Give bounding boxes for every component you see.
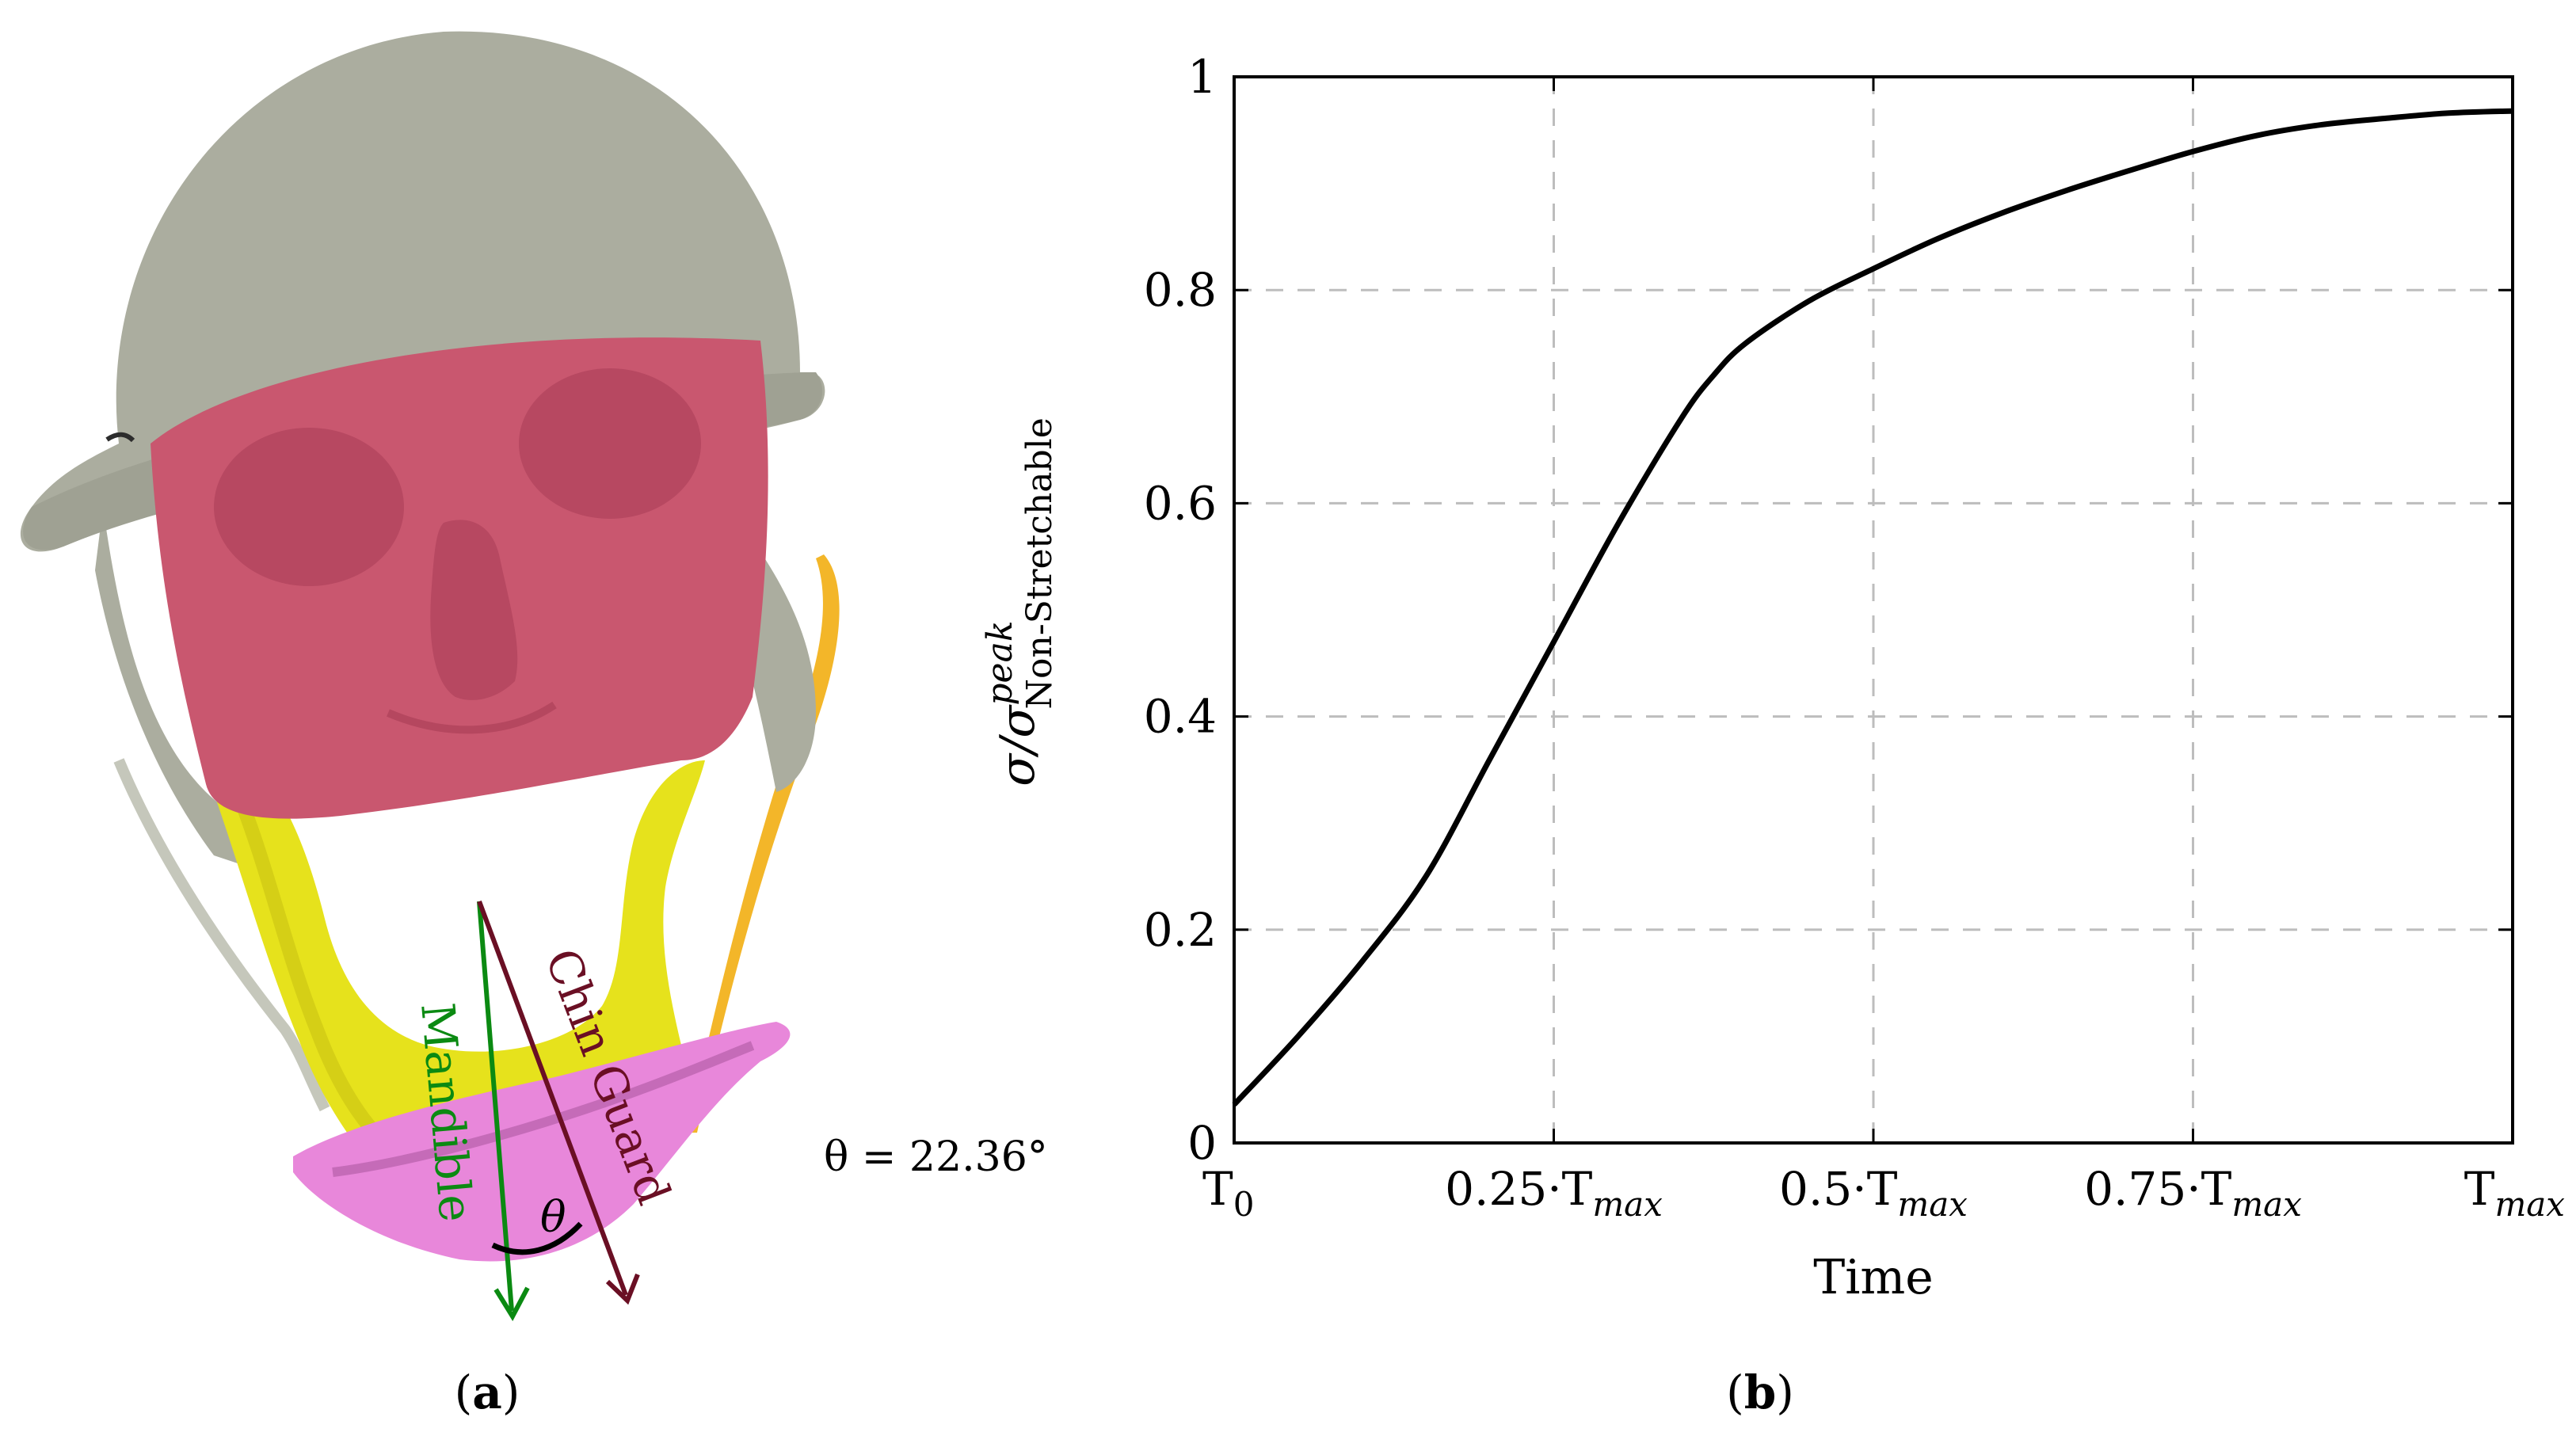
helmet-left-strap xyxy=(113,758,330,1112)
plot-frame xyxy=(1233,75,2514,1145)
panel-a-label-close: ) xyxy=(502,1366,520,1419)
y-tick-label: 0.2 xyxy=(1144,903,1217,957)
angle-arc xyxy=(491,1221,583,1255)
x-tick-label: 0.75·Tmax xyxy=(2084,1162,2302,1224)
panel-a-label-letter: a xyxy=(472,1366,502,1419)
panel-b-chart: 0 0.2 0.4 0.6 0.8 1 T0 0.25·Tmax 0.5·Tmax 0.75·T… xyxy=(980,50,2565,1419)
y-axis-label-sub: Non-Stretchable xyxy=(1019,417,1060,709)
angle-equation: θ = 22.36° xyxy=(824,1133,1048,1181)
side-strap xyxy=(688,554,840,1133)
theta-symbol: θ xyxy=(540,1192,566,1242)
panel-b-label: (b) xyxy=(1726,1366,1794,1419)
panel-b-label-close: ) xyxy=(1776,1366,1794,1419)
panel-b-label-letter: b xyxy=(1744,1366,1777,1419)
chin-guard-inner xyxy=(332,1041,755,1177)
panel-a-illustration: Mandible Chin Guard θ θ = 22.36° (a) xyxy=(20,31,1048,1419)
y-axis-label: σ/σpeakNon-Stretchable xyxy=(980,417,1060,787)
x-tick-labels: T0 0.25·Tmax 0.5·Tmax 0.75·Tmax Tmax xyxy=(1202,1162,2565,1224)
panel-a-label: (a) xyxy=(455,1366,520,1419)
y-tick-label: 0.6 xyxy=(1144,476,1217,530)
panel-b-label-open: ( xyxy=(1726,1366,1744,1419)
y-tick-label: 1 xyxy=(1187,50,1217,104)
x-tick-label: Tmax xyxy=(2464,1162,2566,1224)
x-tick-label: T0 xyxy=(1202,1162,1254,1224)
y-tick-label: 0.4 xyxy=(1144,690,1217,744)
mandible-arrowhead xyxy=(493,1286,530,1322)
x-tick-label: 0.25·Tmax xyxy=(1445,1162,1663,1224)
helmet-shadow-line xyxy=(105,432,135,443)
y-tick-labels: 0 0.2 0.4 0.6 0.8 1 xyxy=(1144,50,1217,1170)
series-line xyxy=(1232,108,2513,1107)
nasal-cavity xyxy=(430,520,518,700)
chin-guard-arrow xyxy=(477,900,628,1297)
y-axis-label-sup: peak xyxy=(980,621,1020,706)
y-tick-label: 0.8 xyxy=(1144,263,1217,317)
right-eye-socket xyxy=(519,368,701,519)
y-tick-label: 0 xyxy=(1187,1116,1217,1170)
teeth-ridge xyxy=(387,701,557,734)
chin-guard-arrowhead xyxy=(605,1273,640,1305)
x-tick-label: 0.5·Tmax xyxy=(1779,1162,1968,1224)
mandible-arrow xyxy=(477,901,514,1312)
x-axis-label: Time xyxy=(1813,1250,1934,1305)
y-axis-label-main: σ/σ xyxy=(990,704,1046,787)
grid-lines xyxy=(1234,77,2513,1143)
left-eye-socket xyxy=(214,428,404,586)
panel-a-label-open: ( xyxy=(455,1366,473,1419)
